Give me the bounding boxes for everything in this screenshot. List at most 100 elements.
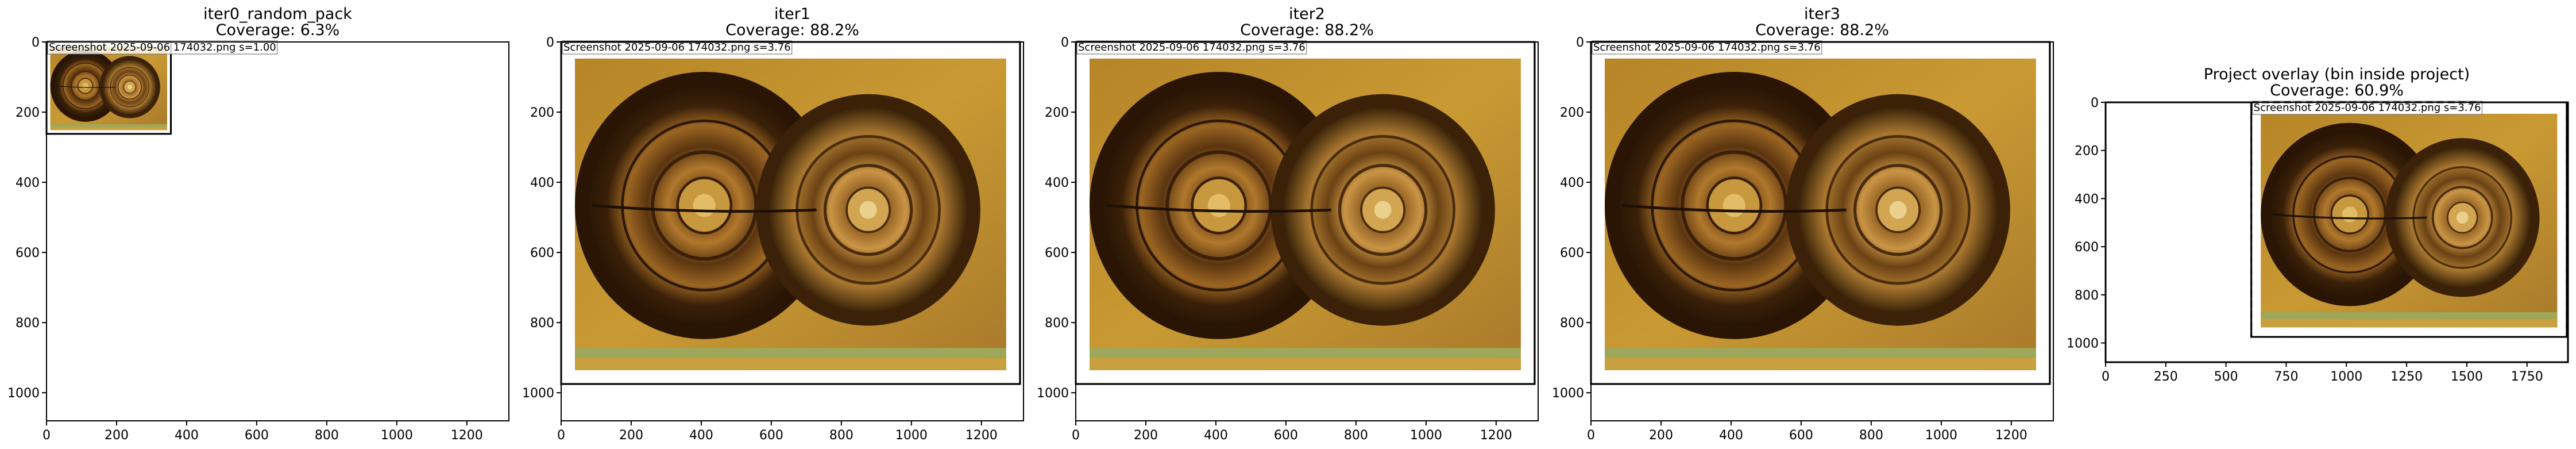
y-tick-label: 1000 (522, 386, 554, 401)
y-tick-label: 0 (2091, 96, 2099, 110)
x-tick-label: 600 (1274, 428, 1298, 443)
y-tick-label: 400 (16, 176, 40, 190)
y-tick-label: 600 (530, 246, 554, 260)
placement-label: Screenshot 2025-09-06 174032.png s=3.76 (563, 41, 791, 53)
x-tick-label: 1000 (2330, 370, 2362, 384)
placement-image (1605, 59, 2036, 370)
y-tick-label: 1000 (7, 386, 40, 401)
y-tick-label: 1000 (1037, 386, 1069, 401)
y-tick-label: 0 (546, 36, 554, 50)
x-tick-label: 200 (105, 428, 129, 443)
y-tick-label: 800 (2075, 289, 2099, 303)
chart-subtitle: Coverage: 88.2% (1755, 21, 1889, 39)
x-tick-label: 750 (2274, 370, 2298, 384)
x-tick-label: 400 (689, 428, 713, 443)
y-tick-label: 200 (2075, 144, 2099, 159)
placement-label: Screenshot 2025-09-06 174032.png s=3.76 (2254, 102, 2481, 114)
y-tick-label: 600 (16, 246, 40, 260)
y-tick-label: 200 (16, 106, 40, 120)
x-tick-label: 400 (175, 428, 199, 443)
x-tick-label: 0 (2102, 370, 2110, 384)
y-tick-label: 1000 (1552, 386, 1584, 401)
x-tick-label: 1200 (451, 428, 483, 443)
x-tick-label: 1500 (2451, 370, 2483, 384)
x-tick-label: 0 (43, 428, 51, 443)
x-tick-label: 200 (1649, 428, 1673, 443)
y-tick-label: 0 (1061, 36, 1069, 50)
axes-frame (46, 41, 509, 421)
y-tick-label: 200 (1045, 106, 1069, 120)
y-tick-label: 600 (1045, 246, 1069, 260)
chart-title: iter0_random_pack (203, 5, 352, 23)
axes-frame (1075, 41, 1539, 421)
x-tick-label: 0 (1072, 428, 1080, 443)
placement-label-box (1592, 40, 1822, 55)
x-tick-label: 200 (619, 428, 643, 443)
x-tick-label: 500 (2214, 370, 2238, 384)
chart-subtitle: Coverage: 60.9% (2270, 82, 2404, 99)
y-tick-label: 400 (530, 176, 554, 190)
x-tick-label: 1000 (1925, 428, 1957, 443)
y-tick-label: 600 (1560, 246, 1584, 260)
chart-title: iter3 (1804, 5, 1840, 23)
y-tick-label: 1000 (2067, 337, 2099, 351)
x-tick-label: 600 (1789, 428, 1813, 443)
x-tick-label: 1750 (2511, 370, 2543, 384)
placement-label: Screenshot 2025-09-06 174032.png s=1.00 (49, 41, 276, 53)
x-tick-label: 250 (2154, 370, 2178, 384)
x-tick-label: 1000 (381, 428, 413, 443)
x-tick-label: 800 (315, 428, 339, 443)
chart-panel-5: Project overlay (bin inside project)Cove… (2067, 66, 2569, 384)
chart-title: iter1 (774, 5, 810, 23)
x-tick-label: 600 (759, 428, 783, 443)
chart-subtitle: Coverage: 6.3% (216, 21, 340, 39)
y-tick-label: 200 (1560, 106, 1584, 120)
placement-image (2261, 114, 2557, 328)
y-tick-label: 400 (1560, 176, 1584, 190)
placement-label-box (47, 40, 278, 55)
y-tick-label: 0 (1576, 36, 1584, 50)
x-tick-label: 1200 (1995, 428, 2027, 443)
x-tick-label: 1200 (965, 428, 998, 443)
placement-label: Screenshot 2025-09-06 174032.png s=3.76 (1078, 41, 1306, 53)
chart-subtitle: Coverage: 88.2% (725, 21, 859, 39)
x-tick-label: 400 (1204, 428, 1228, 443)
placement-label-box (2252, 101, 2482, 115)
axes-frame (561, 41, 1024, 421)
y-tick-label: 800 (16, 316, 40, 331)
x-tick-label: 800 (1859, 428, 1883, 443)
chart-subtitle: Coverage: 88.2% (1240, 21, 1374, 39)
placement-image (575, 59, 1006, 370)
placement-label-box (1076, 40, 1307, 55)
x-tick-label: 0 (1587, 428, 1595, 443)
axes-frame (2105, 102, 2569, 363)
x-tick-label: 800 (1344, 428, 1368, 443)
x-tick-label: 800 (829, 428, 853, 443)
y-tick-label: 400 (1045, 176, 1069, 190)
placement-image (1090, 59, 1521, 370)
y-tick-label: 200 (530, 106, 554, 120)
y-tick-label: 800 (1045, 316, 1069, 331)
y-tick-label: 0 (32, 36, 40, 50)
y-tick-label: 800 (1560, 316, 1584, 331)
y-tick-label: 800 (530, 316, 554, 331)
placement-label: Screenshot 2025-09-06 174032.png s=3.76 (1593, 41, 1821, 53)
x-tick-label: 1000 (1410, 428, 1442, 443)
x-tick-label: 0 (557, 428, 565, 443)
x-tick-label: 200 (1134, 428, 1158, 443)
chart-title: iter2 (1289, 5, 1325, 23)
chart-title: Project overlay (bin inside project) (2204, 66, 2470, 83)
placement-image (50, 46, 168, 131)
x-tick-label: 600 (245, 428, 269, 443)
y-tick-label: 600 (2075, 240, 2099, 255)
x-tick-label: 1200 (1480, 428, 1512, 443)
y-tick-label: 400 (2075, 192, 2099, 206)
x-tick-label: 1250 (2390, 370, 2423, 384)
x-tick-label: 1000 (895, 428, 928, 443)
placement-label-box (562, 40, 793, 55)
